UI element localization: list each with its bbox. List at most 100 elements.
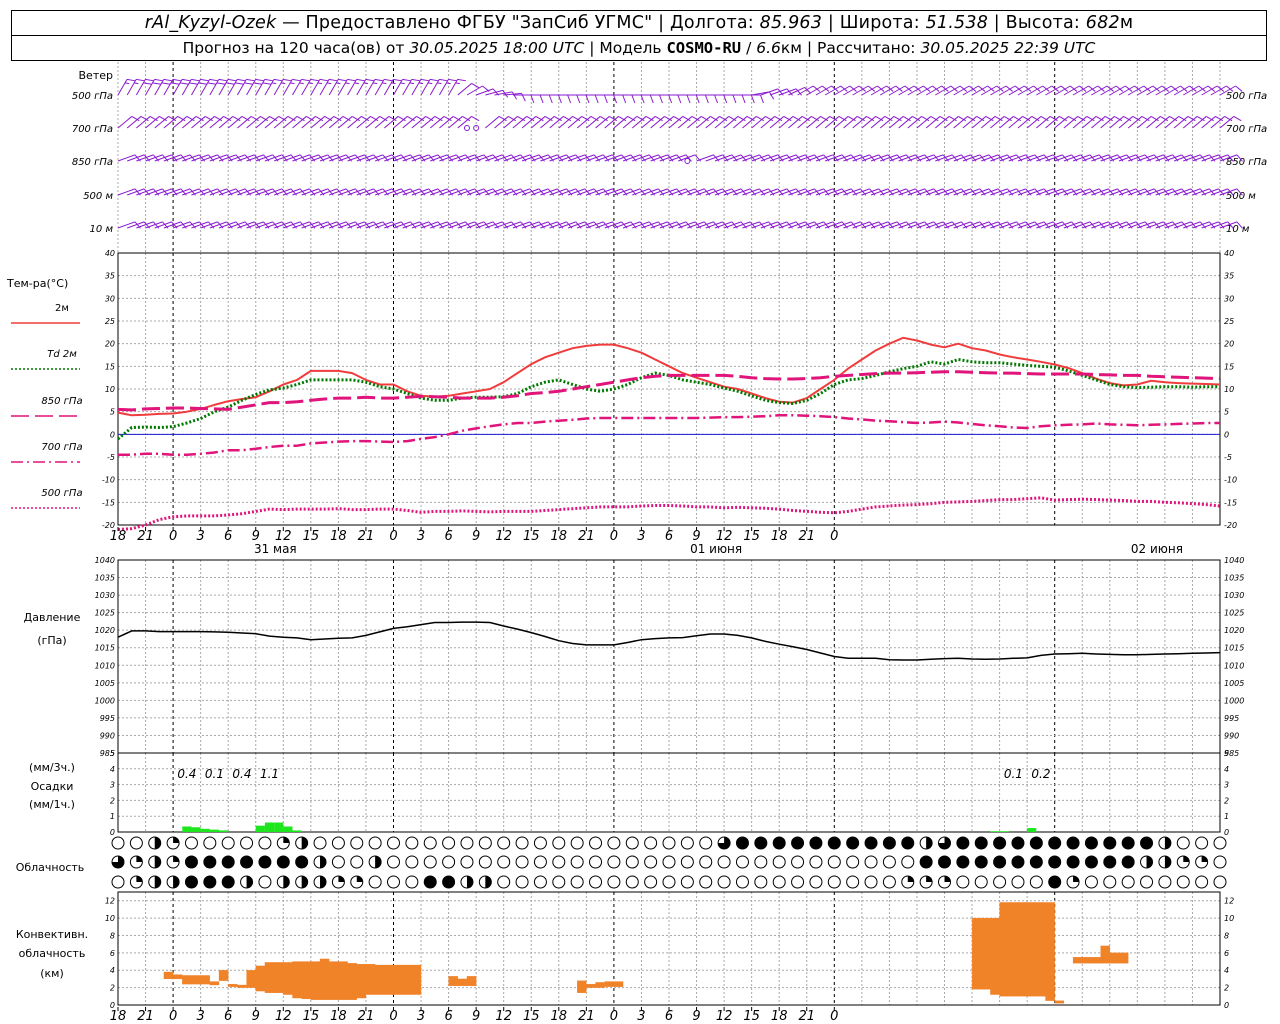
cloud-full-fill — [1048, 837, 1061, 849]
wind-barb-staff — [696, 221, 714, 229]
wind-barb-flag — [186, 115, 195, 122]
cloud-title: Облачность — [16, 861, 85, 874]
wind-barb-staff — [365, 188, 384, 196]
cloud-full-fill — [773, 837, 786, 849]
cloud-circle — [1213, 836, 1227, 850]
wind-barb-staff — [925, 85, 942, 96]
wind-barb — [1063, 85, 1087, 96]
conv-cloud-bar — [283, 962, 293, 995]
pres-ytick-right: 1000 — [1224, 696, 1244, 705]
wind-barb — [1100, 85, 1124, 96]
wind-barb — [742, 115, 764, 129]
wind-barb-staff — [384, 188, 402, 196]
wind-barb — [1173, 85, 1197, 96]
temp-ytick-right: 0 — [1224, 430, 1229, 439]
wind-barb-staff — [310, 79, 321, 96]
wind-level-label-left: 700 гПа — [72, 124, 113, 135]
wind-barb-flag — [273, 78, 283, 82]
wind-barb-half — [336, 82, 341, 85]
wind-barb-flag — [1161, 85, 1170, 92]
wind-barb-staff — [1210, 221, 1228, 229]
wind-barb-staff — [586, 116, 601, 129]
wind-barb-staff — [879, 116, 895, 129]
wind-barb-staff — [512, 116, 527, 129]
wind-barb-staff — [540, 221, 558, 229]
wind-barb-staff — [1146, 116, 1161, 129]
wind-barb-flag — [694, 154, 702, 162]
wind-barb — [971, 85, 995, 96]
cloud-cover-symbol — [644, 855, 658, 869]
wind-barb-staff — [347, 116, 362, 129]
cloud-full-fill — [828, 837, 841, 849]
wind-barb-staff — [283, 154, 301, 162]
cloud-full-fill — [956, 837, 969, 849]
wind-barb-flag — [338, 78, 347, 82]
cloud-cover-symbol — [515, 855, 529, 869]
wind-barb — [255, 115, 278, 129]
wind-barb — [135, 78, 154, 96]
conv-cloud-bar — [586, 983, 596, 988]
wind-barb-staff — [576, 188, 595, 196]
wind-barb-staff — [1183, 154, 1201, 162]
temp-time-axis-tick-label: 21 — [137, 529, 154, 544]
wind-barb-flag — [1198, 85, 1206, 92]
wind-barb-staff — [990, 188, 1008, 196]
wind-barb-flag — [599, 115, 608, 122]
wind-barb — [328, 115, 351, 129]
cloud-full-fill — [791, 837, 804, 849]
wind-barb-staff — [834, 188, 852, 196]
wind-barb-half — [363, 82, 369, 85]
wind-barb-flag — [198, 82, 207, 85]
wind-barb-staff — [1082, 188, 1100, 196]
wind-barb-staff — [273, 221, 292, 229]
wind-level-label-right: 10 м — [1226, 224, 1250, 235]
cloud-partial-fill — [173, 837, 180, 843]
provider-text: Предоставлено ФГБУ "ЗапСиб УГМС" — [305, 13, 653, 33]
wind-barb-staff — [1219, 221, 1238, 229]
wind-barb-staff — [264, 221, 283, 229]
wind-barb-staff — [898, 154, 916, 162]
conv-time-axis-tick-label: 3 — [637, 1009, 645, 1024]
wind-barb-staff — [687, 116, 702, 129]
wind-barb — [117, 78, 136, 96]
cloud-cover-symbol — [754, 836, 768, 850]
wind-barb — [1017, 115, 1040, 129]
wind-barb-staff — [1091, 116, 1106, 129]
wind-barb-flag — [530, 94, 535, 104]
cloud-circle — [221, 836, 235, 850]
wind-barb-staff — [714, 116, 730, 129]
wind-barb — [833, 115, 856, 129]
wind-barb-staff — [861, 85, 878, 96]
temp-legend-label: 2м — [55, 303, 69, 314]
cloud-cover-symbol — [1048, 875, 1062, 889]
wind-barb-flag — [1178, 115, 1187, 122]
wind-barb-staff — [916, 221, 935, 229]
wind-barb-staff — [1100, 188, 1118, 196]
wind-barb-staff — [678, 154, 696, 162]
wind-barb-staff — [1118, 221, 1137, 229]
cloud-circle — [607, 875, 621, 889]
wind-barb-staff — [1183, 221, 1201, 229]
wind-barb-flag — [783, 115, 792, 122]
wind-barb — [1183, 85, 1206, 96]
wind-barb-half — [382, 82, 387, 85]
wind-barb-staff — [990, 154, 1008, 162]
wind-barb-staff — [815, 188, 834, 196]
wind-barb-staff — [420, 221, 439, 229]
wind-barb-staff — [907, 116, 922, 129]
wind-barb-staff — [283, 188, 301, 196]
wind-barb-staff — [751, 221, 769, 229]
wind-barb-flag — [342, 115, 351, 122]
temp-series-line — [117, 496, 1221, 531]
wind-barb-staff — [356, 79, 367, 96]
wind-barb-staff — [613, 188, 631, 196]
temp-time-axis-tick-label: 18 — [551, 529, 568, 544]
wind-barb-staff — [374, 116, 390, 129]
wind-barb-staff — [228, 188, 246, 196]
wind-barb — [227, 78, 246, 96]
wind-barb-flag — [677, 94, 682, 104]
cloud-cover-symbol — [1103, 875, 1117, 889]
wind-barb-flag — [640, 94, 645, 104]
wind-barb-flag — [214, 115, 223, 122]
wind-barb-flag — [668, 94, 673, 104]
